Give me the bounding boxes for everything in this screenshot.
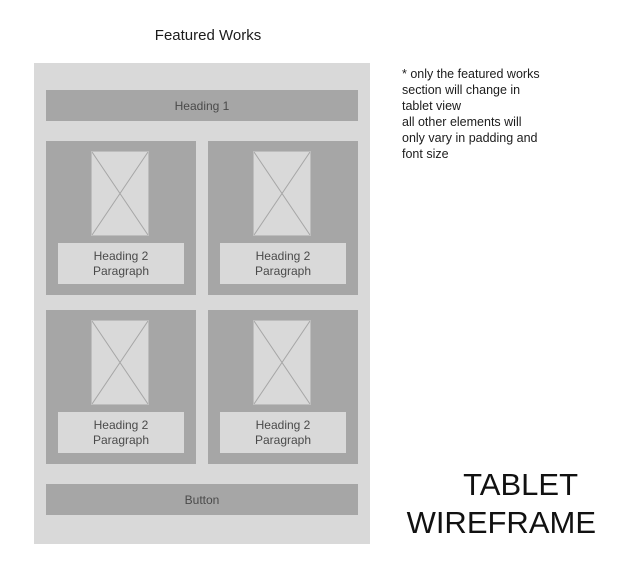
- work-card: Heading 2 Paragraph: [46, 141, 196, 295]
- card-paragraph: Paragraph: [254, 432, 312, 447]
- card-heading: Heading 2: [93, 248, 149, 263]
- card-heading: Heading 2: [255, 417, 311, 432]
- note-line: font size: [402, 147, 449, 161]
- work-card: Heading 2 Paragraph: [208, 141, 358, 295]
- card-paragraph: Paragraph: [92, 263, 150, 278]
- work-card: Heading 2 Paragraph: [46, 310, 196, 464]
- card-text-block: Heading 2 Paragraph: [220, 243, 346, 284]
- note-line: tablet view: [402, 99, 462, 113]
- label-line-tablet: TABLET: [463, 467, 578, 502]
- note-line: only vary in padding and: [402, 131, 538, 145]
- label-line-wireframe: WIREFRAME: [406, 505, 596, 540]
- card-text-block: Heading 2 Paragraph: [58, 243, 184, 284]
- tablet-frame: Heading 1 Heading 2 Paragraph: [34, 63, 370, 544]
- card-heading: Heading 2: [255, 248, 311, 263]
- card-paragraph: Paragraph: [254, 263, 312, 278]
- image-placeholder-icon: [253, 151, 311, 236]
- note-line: all other elements will: [402, 115, 522, 129]
- image-placeholder-icon: [91, 151, 149, 236]
- card-paragraph: Paragraph: [92, 432, 150, 447]
- note-line: * only the featured works: [402, 67, 540, 81]
- image-placeholder-icon: [253, 320, 311, 405]
- annotation-note: * only the featured works section will c…: [402, 66, 577, 162]
- wireframe-label: TABLET WIREFRAME: [396, 466, 596, 542]
- note-line: section will change in: [402, 83, 521, 97]
- card-heading: Heading 2: [93, 417, 149, 432]
- button-block: Button: [46, 484, 358, 515]
- image-placeholder-icon: [91, 320, 149, 405]
- card-text-block: Heading 2 Paragraph: [220, 412, 346, 453]
- work-card: Heading 2 Paragraph: [208, 310, 358, 464]
- card-text-block: Heading 2 Paragraph: [58, 412, 184, 453]
- section-title: Featured Works: [154, 27, 262, 44]
- heading-1-block: Heading 1: [46, 90, 358, 121]
